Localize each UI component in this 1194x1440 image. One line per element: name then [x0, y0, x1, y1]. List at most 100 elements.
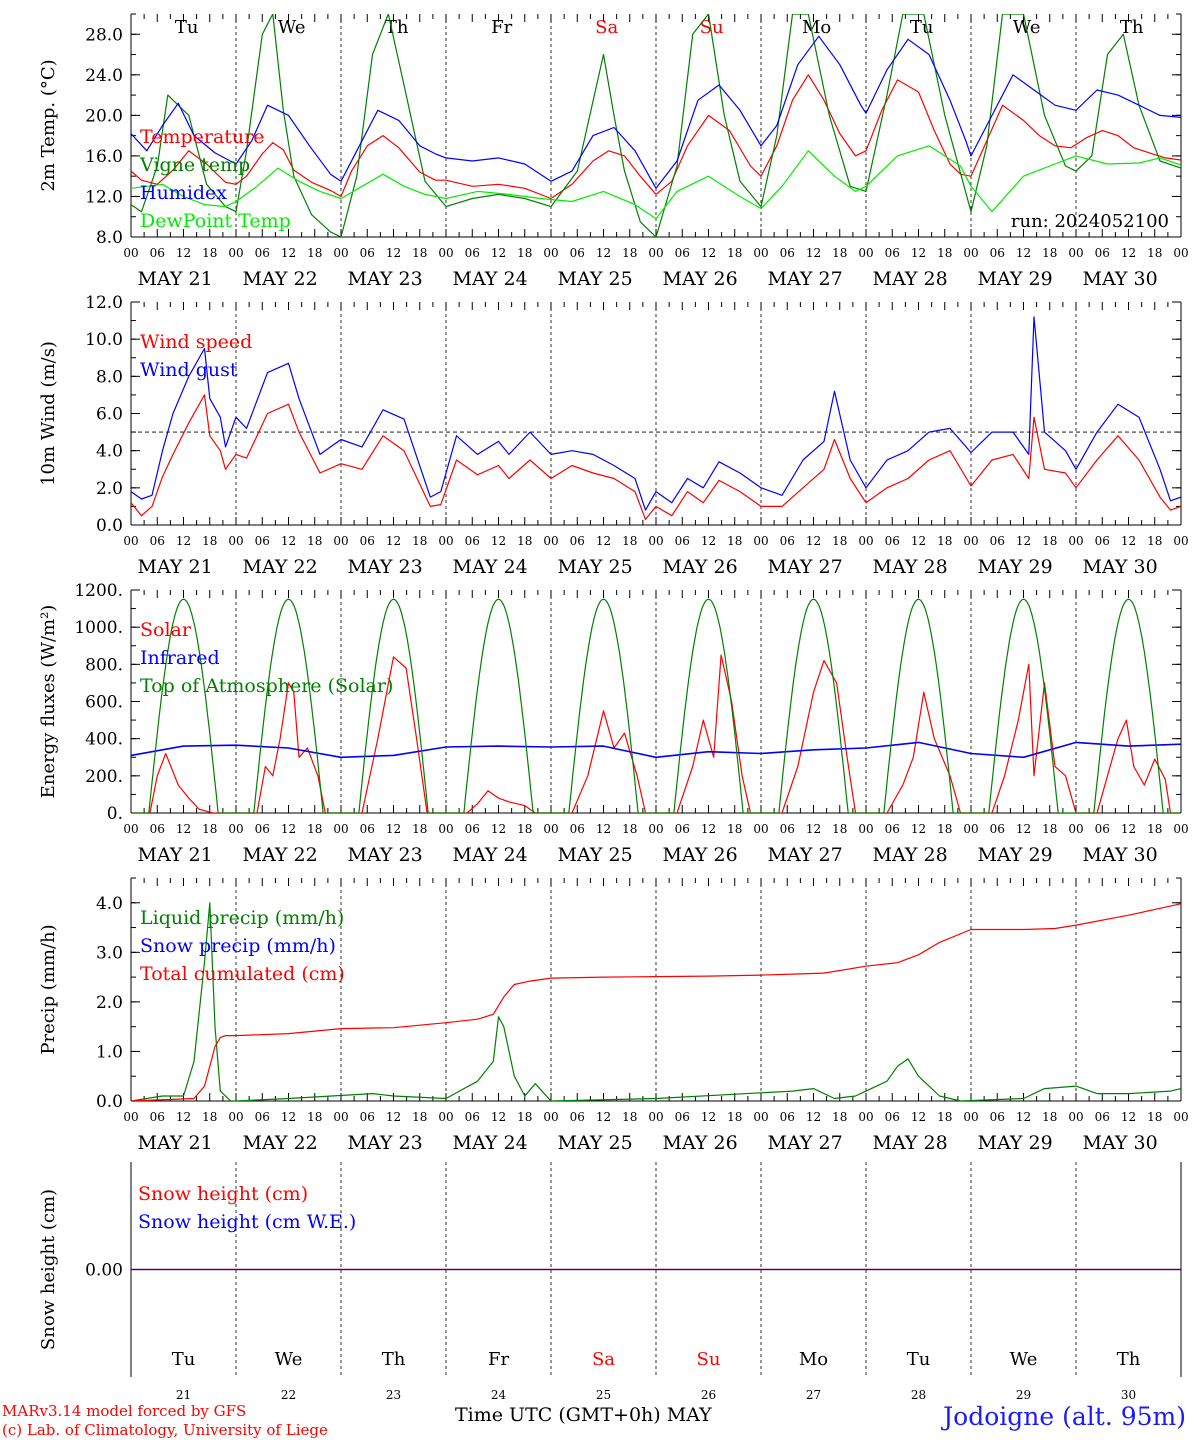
hour-tick-label: 18 — [727, 246, 742, 260]
legend-entry: Snow height (cm) — [138, 1183, 308, 1205]
hour-tick-label: 12 — [176, 822, 191, 836]
series-line — [131, 74, 1181, 200]
hour-tick-label: 18 — [1147, 246, 1162, 260]
hour-tick-label: 06 — [885, 246, 900, 260]
date-label: MAY 24 — [453, 556, 528, 578]
hour-tick-label: 00 — [333, 246, 348, 260]
hour-tick-label: 00 — [123, 534, 138, 548]
y-axis-title: Precip (mm/h) — [38, 924, 59, 1054]
day-of-week-label: Th — [385, 17, 409, 38]
date-label: MAY 30 — [1083, 1132, 1158, 1154]
y-tick-label: 10.0 — [85, 330, 123, 350]
day-of-week-label: Th — [1120, 17, 1144, 38]
legend-entry: Top of Atmosphere (Solar) — [140, 675, 393, 697]
hour-tick-label: 12 — [596, 534, 611, 548]
hour-tick-label: 12 — [491, 1110, 506, 1124]
hour-tick-label: 06 — [255, 534, 270, 548]
y-tick-label: 12.0 — [85, 187, 123, 207]
hour-tick-label: 12 — [596, 246, 611, 260]
hour-tick-label: 00 — [753, 822, 768, 836]
hour-tick-label: 00 — [1068, 246, 1083, 260]
hour-tick-label: 12 — [386, 822, 401, 836]
legend-entry: DewPoint Temp — [140, 210, 291, 232]
hour-tick-label: 12 — [1121, 822, 1136, 836]
hour-tick-label: 12 — [596, 1110, 611, 1124]
hour-tick-label: 00 — [123, 1110, 138, 1124]
legend-entry: Temperature — [140, 126, 264, 148]
hour-tick-label: 00 — [228, 1110, 243, 1124]
hour-tick-label: 18 — [202, 822, 217, 836]
y-tick-label: 200. — [85, 767, 123, 787]
day-of-week-label: Fr — [488, 1349, 509, 1370]
day-number-label: 27 — [806, 1388, 821, 1402]
y-tick-label: 1.0 — [96, 1042, 123, 1062]
hour-tick-label: 00 — [963, 1110, 978, 1124]
hour-tick-label: 06 — [570, 246, 585, 260]
hour-tick-label: 18 — [832, 822, 847, 836]
hour-tick-label: 00 — [1068, 1110, 1083, 1124]
hour-tick-label: 06 — [780, 534, 795, 548]
hour-tick-label: 06 — [780, 246, 795, 260]
day-of-week-label: Th — [382, 1349, 406, 1370]
hour-tick-label: 00 — [963, 534, 978, 548]
date-label: MAY 26 — [663, 844, 738, 866]
day-of-week-label: Fr — [491, 17, 512, 38]
hour-tick-label: 06 — [150, 534, 165, 548]
y-tick-label: 16.0 — [85, 147, 123, 167]
hour-tick-label: 12 — [701, 822, 716, 836]
hour-tick-label: 12 — [386, 534, 401, 548]
x-axis-month: MAY — [666, 1404, 712, 1426]
hour-tick-label: 00 — [543, 246, 558, 260]
date-label: MAY 26 — [663, 268, 738, 290]
hour-tick-label: 12 — [701, 1110, 716, 1124]
hour-tick-label: 18 — [1042, 822, 1057, 836]
hour-tick-label: 18 — [1042, 534, 1057, 548]
hour-tick-label: 18 — [1042, 246, 1057, 260]
date-label: MAY 22 — [243, 1132, 318, 1154]
hour-tick-label: 00 — [753, 1110, 768, 1124]
y-tick-label: 4.0 — [96, 894, 123, 914]
hour-tick-label: 18 — [202, 534, 217, 548]
y-tick-label: 12.0 — [85, 293, 123, 313]
date-label: MAY 27 — [768, 268, 843, 290]
hour-tick-label: 00 — [1068, 534, 1083, 548]
hour-tick-label: 18 — [727, 1110, 742, 1124]
hour-tick-label: 00 — [333, 1110, 348, 1124]
hour-tick-label: 12 — [596, 822, 611, 836]
y-tick-label: 800. — [85, 655, 123, 675]
hour-tick-label: 00 — [648, 534, 663, 548]
hour-tick-label: 06 — [465, 822, 480, 836]
hour-tick-label: 12 — [176, 246, 191, 260]
date-label: MAY 27 — [768, 844, 843, 866]
hour-tick-label: 06 — [360, 1110, 375, 1124]
hour-tick-label: 06 — [360, 246, 375, 260]
hour-tick-label: 06 — [150, 1110, 165, 1124]
date-label: MAY 28 — [873, 268, 948, 290]
date-label: MAY 21 — [138, 1132, 213, 1154]
hour-tick-label: 12 — [806, 822, 821, 836]
hour-tick-label: 12 — [1016, 822, 1031, 836]
y-tick-label: 8.0 — [96, 367, 123, 387]
date-label: MAY 25 — [558, 268, 633, 290]
hour-tick-label: 12 — [911, 822, 926, 836]
hour-tick-label: 18 — [307, 822, 322, 836]
date-label: MAY 29 — [978, 268, 1053, 290]
hour-tick-label: 06 — [675, 534, 690, 548]
y-tick-label: 6.0 — [96, 405, 123, 425]
hour-tick-label: 00 — [858, 246, 873, 260]
hour-tick-label: 00 — [1173, 1110, 1188, 1124]
hour-tick-label: 18 — [622, 534, 637, 548]
hour-tick-label: 18 — [517, 246, 532, 260]
hour-tick-label: 12 — [806, 246, 821, 260]
hour-tick-label: 06 — [1095, 822, 1110, 836]
day-number-label: 25 — [596, 1388, 611, 1402]
hour-tick-label: 18 — [937, 1110, 952, 1124]
series-line — [131, 903, 1181, 1101]
hour-tick-label: 00 — [648, 1110, 663, 1124]
hour-tick-label: 18 — [727, 534, 742, 548]
hour-tick-label: 00 — [1173, 822, 1188, 836]
day-of-week-label: We — [1010, 1349, 1038, 1370]
y-axis-title: Energy fluxes (W/m²) — [38, 605, 59, 799]
hour-tick-label: 12 — [176, 534, 191, 548]
day-of-week-label: Tu — [910, 17, 934, 38]
